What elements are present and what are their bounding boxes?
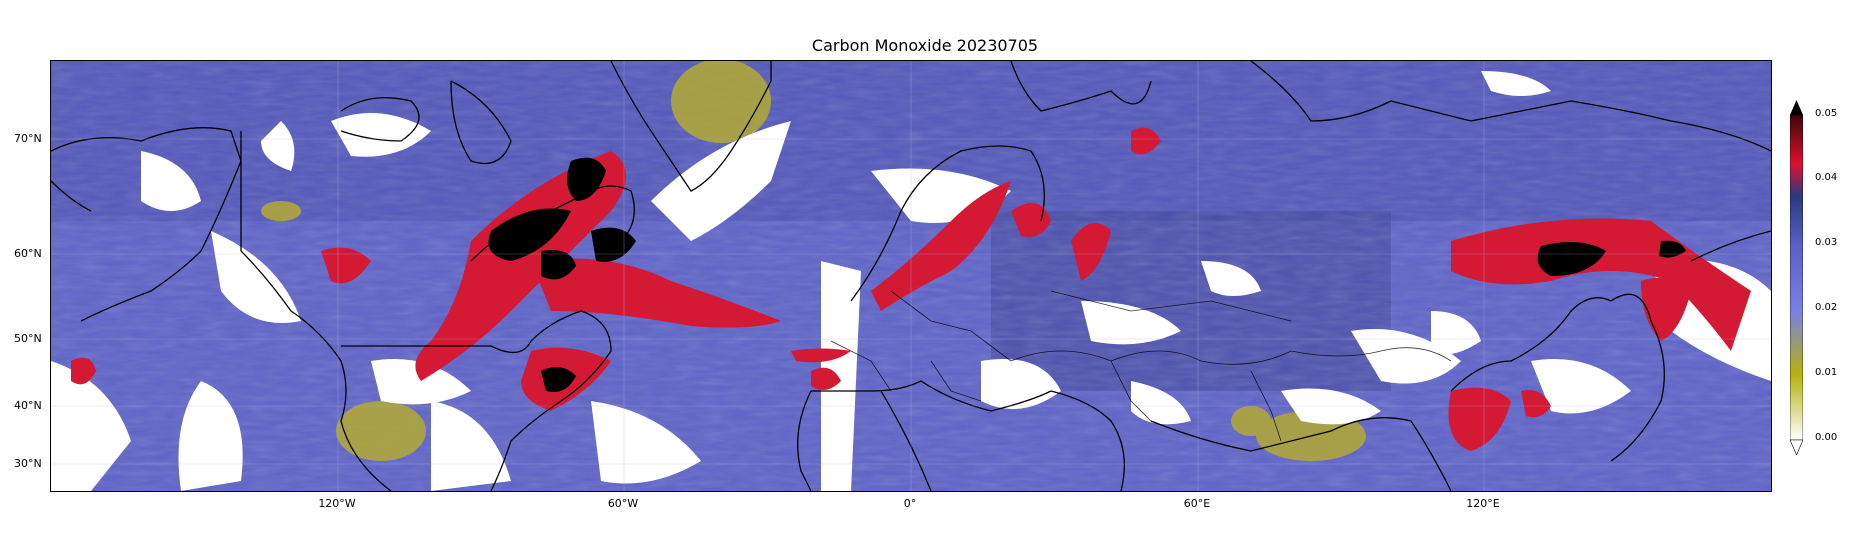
map-panel [50,60,1772,492]
colorbar-tick-5: 0.05 [1815,108,1838,119]
lon-label-60w: 60°W [607,497,639,510]
lon-label-60e: 60°E [1183,497,1211,510]
lat-label-50n: 50°N [14,332,42,345]
lon-label-120w: 120°W [318,497,356,510]
colorbar-gradient [1790,114,1803,441]
lat-label-70n: 70°N [14,132,42,145]
colorbar [1790,100,1803,455]
country-borders [830,290,1452,442]
lon-label-0: 0° [903,497,917,510]
lat-label-30n: 30°N [14,457,42,470]
lat-label-60n: 60°N [14,247,42,260]
colorbar-tick-4: 0.04 [1815,172,1838,183]
co-map [51,61,1771,491]
missing-data-regions [51,71,1771,491]
colorbar-extend-min [1790,439,1803,455]
colorbar-tick-1: 0.01 [1815,367,1838,378]
colorbar-tick-2: 0.02 [1815,302,1838,313]
map-title: Carbon Monoxide 20230705 [811,36,1039,55]
colorbar-tick-3: 0.03 [1815,237,1838,248]
colorbar-tick-0: 0.00 [1815,432,1838,443]
graticule [51,61,1771,491]
extreme-co-plumes [488,157,1686,392]
lat-label-40n: 40°N [14,399,42,412]
colorbar-extend-max [1790,100,1803,115]
low-co-regions [261,61,1366,461]
lon-label-120e: 120°E [1466,497,1500,510]
